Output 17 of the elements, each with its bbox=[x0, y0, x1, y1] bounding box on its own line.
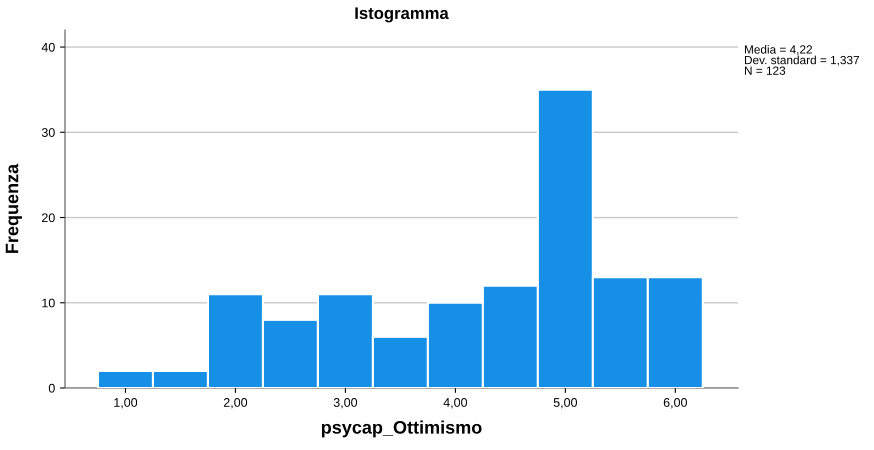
y-axis-title: Frequenza bbox=[6, 164, 22, 253]
x-tick-label: 1,00 bbox=[114, 398, 138, 408]
x-tick-label: 4,00 bbox=[444, 398, 468, 408]
text: Dev. standard = 1,337 bbox=[744, 56, 860, 66]
chart-title: Istogramma bbox=[355, 7, 449, 22]
x-axis-title: psycap_Ottimismo bbox=[322, 420, 482, 438]
x-tick-label: 6,00 bbox=[664, 398, 687, 408]
x-tick-label: 2,00 bbox=[224, 398, 248, 408]
y-tick-label: 20 bbox=[42, 213, 55, 222]
y-tick-label: 30 bbox=[42, 128, 55, 137]
y-tick-label: 0 bbox=[48, 384, 55, 393]
y-tick-label: 10 bbox=[42, 298, 55, 308]
x-tick-label: 5,00 bbox=[554, 398, 578, 408]
x-tick-label: 3,00 bbox=[334, 398, 358, 408]
text: Media = 4,22 bbox=[744, 45, 812, 56]
text: N = 123 bbox=[744, 66, 786, 75]
y-tick-label: 40 bbox=[42, 42, 55, 52]
